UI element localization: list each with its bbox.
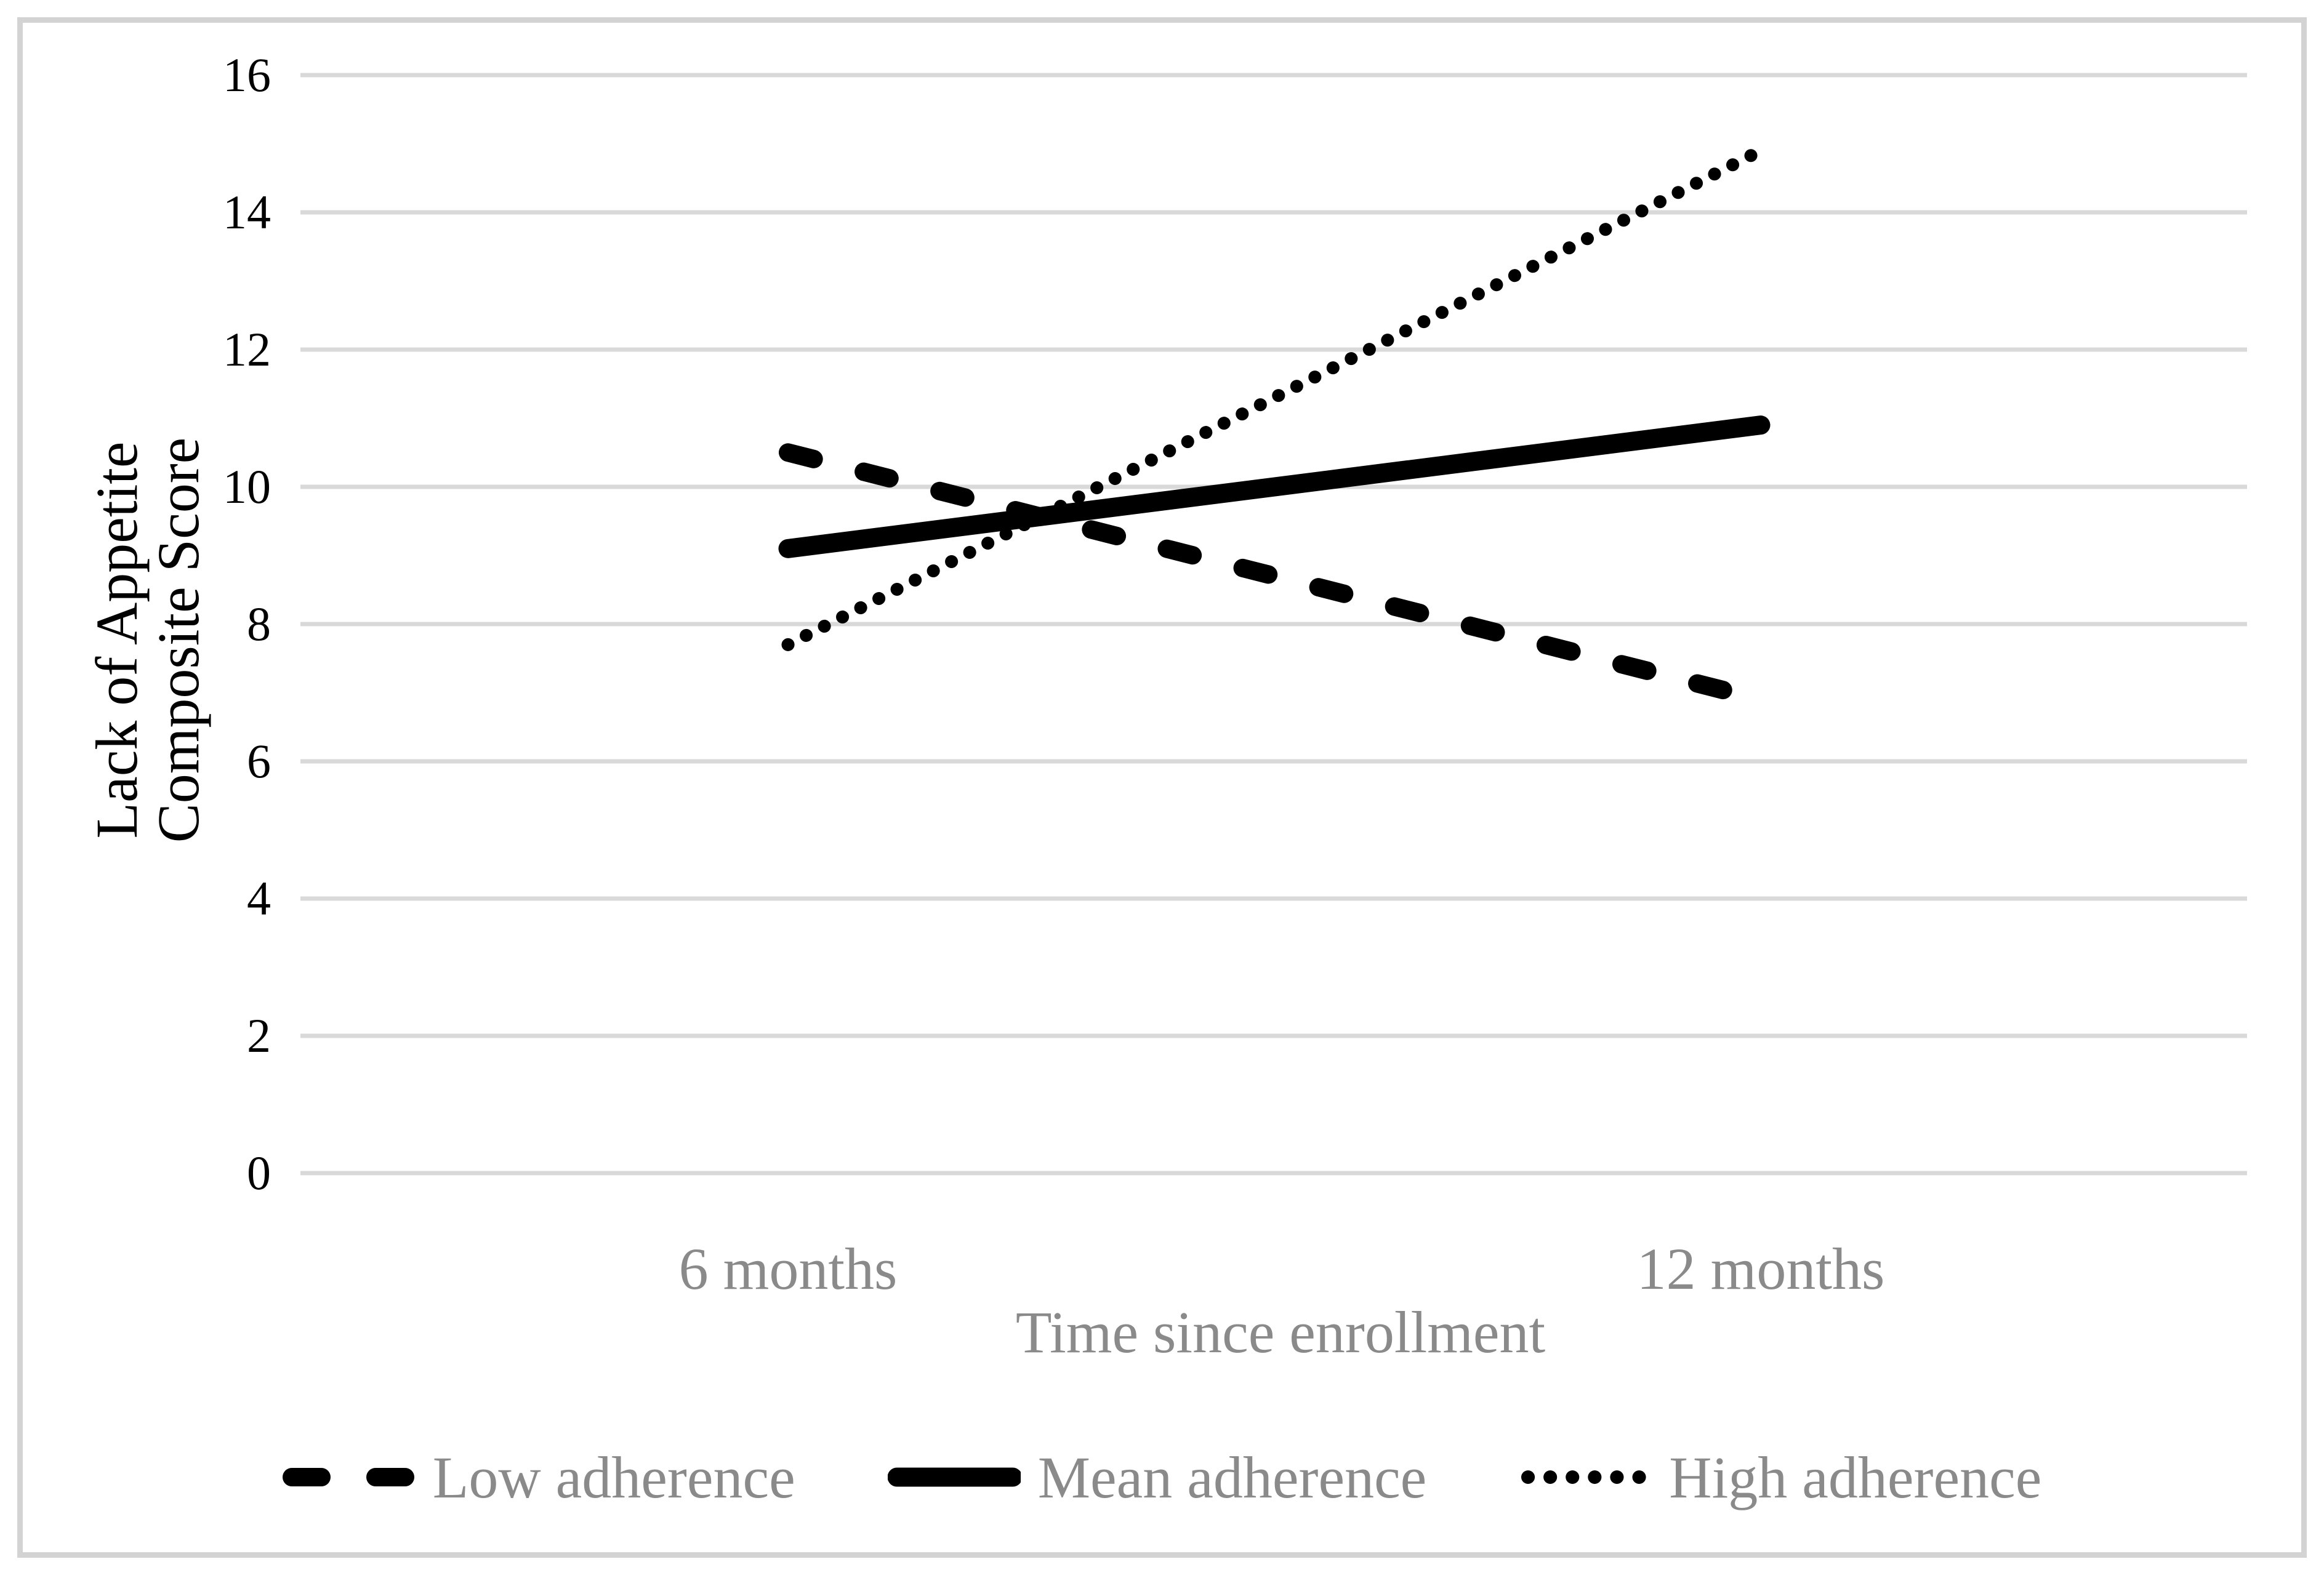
legend-item-mean-adherence: Mean adherence — [887, 1443, 1427, 1512]
x-axis-title: Time since enrollment — [1015, 1299, 1546, 1365]
legend-item-high-adherence: High adherence — [1519, 1443, 2041, 1512]
y-axis-title-line2: Composite Score — [145, 437, 211, 843]
y-tick-label-10: 10 — [223, 460, 271, 513]
legend-swatch-solid-line-icon — [887, 1467, 1021, 1487]
y-tick-label-4: 4 — [247, 872, 271, 925]
legend-swatch-dotted-line-icon — [1521, 1470, 1651, 1484]
y-tick-label-6: 6 — [247, 734, 271, 788]
legend: Low adherence Mean adherence High adherenc… — [0, 1428, 2324, 1526]
legend-item-low-adherence: Low adherence — [282, 1443, 795, 1512]
legend-swatch-dashed-line-icon — [282, 1468, 416, 1486]
y-tick-label-14: 14 — [223, 185, 271, 239]
y-axis-title-line1: Lack of Appetite — [84, 441, 150, 839]
series-line-low-adherence — [779, 443, 1770, 709]
x-tick-label-12-months: 12 months — [1636, 1236, 1885, 1302]
series-line-high-adherence — [781, 144, 1767, 651]
y-tick-label-8: 8 — [247, 597, 271, 651]
legend-label-mean-adherence: Mean adherence — [1037, 1444, 1427, 1510]
y-tick-label-16: 16 — [223, 48, 271, 102]
x-tick-label-6-months: 6 months — [678, 1236, 898, 1302]
y-tick-label-2: 2 — [247, 1009, 271, 1062]
y-tick-label-0: 0 — [247, 1146, 271, 1200]
series-line-mean-adherence — [778, 415, 1771, 558]
legend-label-high-adherence: High adherence — [1669, 1444, 2042, 1510]
legend-label-low-adherence: Low adherence — [432, 1444, 795, 1510]
y-tick-label-12: 12 — [223, 323, 271, 376]
y-axis-title: Lack of Appetite Composite Score — [84, 375, 211, 905]
